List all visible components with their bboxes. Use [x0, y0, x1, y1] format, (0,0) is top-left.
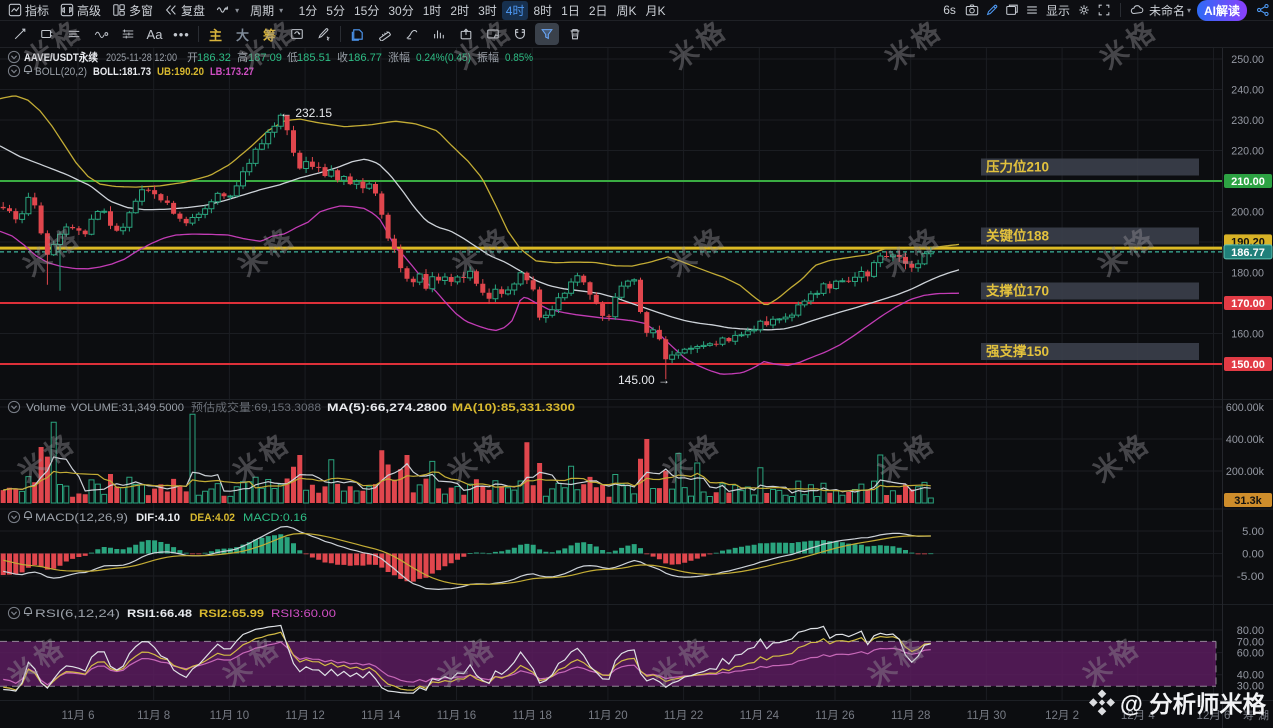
svg-text:400.00k: 400.00k: [1226, 434, 1265, 446]
svg-text:180.00: 180.00: [1231, 268, 1264, 280]
svg-text:MACD(12,26,9): MACD(12,26,9): [35, 512, 128, 524]
svg-text:强支撑150: 强支撑150: [986, 343, 1049, 359]
svg-text:@ 分析师米格: @ 分析师米格: [1120, 691, 1267, 717]
svg-text:关键位188: 关键位188: [986, 228, 1050, 244]
svg-text:11月 10: 11月 10: [210, 710, 249, 722]
svg-text:31.3k: 31.3k: [1234, 495, 1262, 507]
svg-text:240.00: 240.00: [1231, 85, 1264, 97]
svg-text:11月 14: 11月 14: [361, 710, 401, 722]
svg-text:0.00: 0.00: [1242, 549, 1264, 561]
svg-text:220.00: 220.00: [1231, 146, 1264, 158]
svg-text:12月 6: 12月 6: [1197, 710, 1231, 722]
svg-text:11月 28: 11月 28: [891, 710, 930, 722]
svg-text:MA(5):66,274.2800: MA(5):66,274.2800: [327, 402, 447, 414]
svg-text:11月 16: 11月 16: [437, 710, 476, 722]
svg-text:0.85%: 0.85%: [505, 52, 533, 64]
svg-text:170.00: 170.00: [1231, 298, 1265, 310]
svg-text:MA(10):85,331.3300: MA(10):85,331.3300: [452, 402, 575, 414]
svg-text:RSI3:60.00: RSI3:60.00: [271, 608, 336, 620]
svg-text:186.77: 186.77: [348, 52, 382, 64]
svg-text:振幅: 振幅: [477, 50, 499, 64]
svg-text:11月 8: 11月 8: [137, 710, 170, 722]
svg-text:-5.00: -5.00: [1237, 571, 1264, 583]
svg-text:600.00k: 600.00k: [1226, 402, 1265, 414]
svg-text:涨幅: 涨幅: [388, 51, 410, 64]
svg-text:60.00: 60.00: [1237, 648, 1264, 660]
svg-text:0.24%(0.45): 0.24%(0.45): [416, 52, 471, 64]
svg-text:12月 4: 12月 4: [1121, 710, 1155, 722]
svg-text:高: 高: [237, 50, 248, 64]
svg-text:RSI1:66.48: RSI1:66.48: [127, 608, 192, 620]
svg-text:11月 12: 11月 12: [285, 710, 324, 722]
svg-text:支撑位170: 支撑位170: [985, 283, 1049, 299]
svg-text:12月 2: 12月 2: [1045, 710, 1079, 722]
svg-text:5.00: 5.00: [1242, 526, 1264, 538]
svg-text:← 232.15: ← 232.15: [280, 106, 332, 120]
svg-text:DEA:4.02: DEA:4.02: [190, 512, 235, 524]
svg-text:80.00: 80.00: [1237, 625, 1264, 637]
svg-text:11月 30: 11月 30: [967, 710, 1006, 722]
svg-text:压力位210: 压力位210: [986, 159, 1049, 175]
svg-text:70.00: 70.00: [1237, 636, 1264, 648]
svg-text:低: 低: [287, 51, 298, 64]
svg-text:DIF:4.10: DIF:4.10: [136, 512, 180, 524]
svg-text:11月 26: 11月 26: [815, 710, 854, 722]
svg-text:210.00: 210.00: [1231, 176, 1265, 188]
svg-text:收: 收: [337, 50, 348, 64]
svg-text:30.00: 30.00: [1237, 680, 1264, 692]
svg-text:RSI(6,12,24): RSI(6,12,24): [35, 608, 120, 620]
svg-text:寿: 寿: [1243, 708, 1254, 722]
svg-text:40.00: 40.00: [1237, 670, 1264, 682]
svg-text:MACD:0.16: MACD:0.16: [243, 512, 307, 524]
svg-text:BOLL(20,2): BOLL(20,2): [35, 66, 87, 78]
svg-text:BOLL:181.73: BOLL:181.73: [93, 66, 151, 78]
svg-text:RSI2:65.99: RSI2:65.99: [199, 608, 264, 620]
svg-text:11月 22: 11月 22: [664, 710, 703, 722]
svg-text:230.00: 230.00: [1231, 115, 1264, 127]
svg-text:200.00k: 200.00k: [1226, 466, 1265, 478]
svg-text:150.00: 150.00: [1231, 359, 1265, 371]
svg-text:145.00 →: 145.00 →: [618, 373, 670, 387]
svg-text:250.00: 250.00: [1231, 54, 1264, 66]
svg-text:湖: 湖: [1258, 709, 1269, 722]
svg-text:185.51: 185.51: [297, 52, 331, 64]
svg-text:LB:173.27: LB:173.27: [210, 66, 254, 78]
svg-text:2025-11-28 12:00: 2025-11-28 12:00: [106, 52, 177, 64]
svg-text:186.77: 186.77: [1231, 247, 1265, 259]
svg-text:187.09: 187.09: [248, 52, 282, 64]
svg-text:11月 18: 11月 18: [512, 710, 551, 722]
svg-text:11月 24: 11月 24: [740, 710, 780, 722]
svg-text:200.00: 200.00: [1231, 207, 1264, 219]
svg-text:AAVE/USDT永续: AAVE/USDT永续: [24, 50, 98, 64]
svg-text:UB:190.20: UB:190.20: [157, 66, 204, 78]
svg-text:186.32: 186.32: [197, 52, 231, 64]
svg-text:开: 开: [187, 52, 198, 64]
svg-text:11月 20: 11月 20: [588, 710, 627, 722]
svg-text:11月 6: 11月 6: [61, 710, 94, 722]
svg-text:160.00: 160.00: [1231, 329, 1264, 341]
svg-text:VOLUME:31,349.5000: VOLUME:31,349.5000: [71, 402, 184, 414]
svg-text:Volume: Volume: [26, 402, 66, 414]
svg-text:预估成交量:69,153.3088: 预估成交量:69,153.3088: [191, 400, 321, 414]
